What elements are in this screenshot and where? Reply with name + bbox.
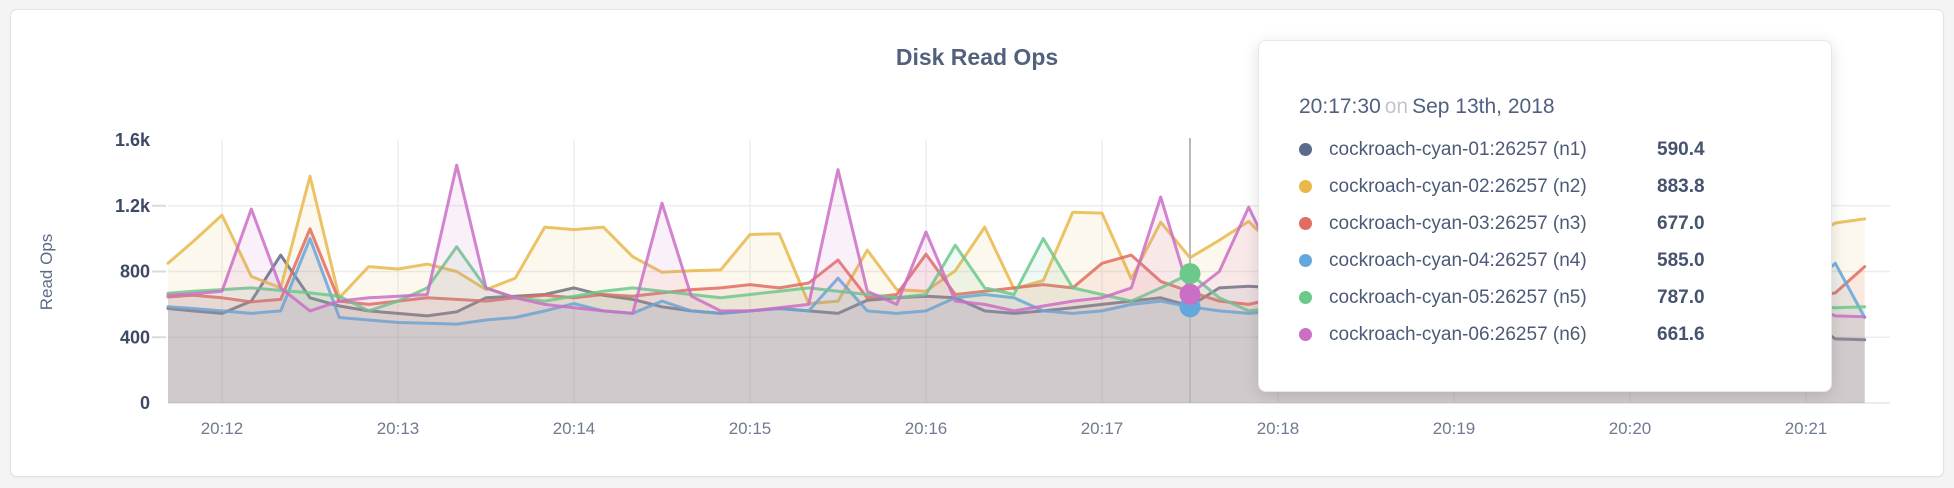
tooltip-row: cockroach-cyan-03:26257 (n3) 677.0 bbox=[1299, 205, 1801, 242]
series-color-dot-icon bbox=[1299, 328, 1312, 341]
series-name: cockroach-cyan-04:26257 (n4) bbox=[1329, 249, 1587, 271]
series-name: cockroach-cyan-01:26257 (n1) bbox=[1329, 138, 1587, 160]
series-value: 585.0 bbox=[1657, 249, 1705, 271]
series-color-dot-icon bbox=[1299, 217, 1312, 230]
tooltip-row: cockroach-cyan-05:26257 (n5) 787.0 bbox=[1299, 279, 1801, 316]
series-name: cockroach-cyan-02:26257 (n2) bbox=[1329, 175, 1587, 197]
tooltip-on-word: on bbox=[1384, 95, 1409, 118]
series-color-dot-icon bbox=[1299, 254, 1312, 267]
series-name: cockroach-cyan-06:26257 (n6) bbox=[1329, 323, 1587, 345]
tooltip-time: 20:17:30 bbox=[1299, 95, 1381, 118]
tooltip-row: cockroach-cyan-02:26257 (n2) 883.8 bbox=[1299, 168, 1801, 205]
tooltip-rows: cockroach-cyan-01:26257 (n1) 590.4 cockroa… bbox=[1299, 131, 1801, 353]
hover-tooltip: 20:17:30 on Sep 13th, 2018 cockroach-cyan-… bbox=[1258, 40, 1832, 392]
series-value: 787.0 bbox=[1657, 286, 1705, 308]
series-color-dot-icon bbox=[1299, 143, 1312, 156]
series-color-dot-icon bbox=[1299, 291, 1312, 304]
tooltip-row: cockroach-cyan-06:26257 (n6) 661.6 bbox=[1299, 316, 1801, 353]
series-value: 661.6 bbox=[1657, 323, 1705, 345]
tooltip-header: 20:17:30 on Sep 13th, 2018 bbox=[1299, 93, 1801, 121]
tooltip-row: cockroach-cyan-01:26257 (n1) 590.4 bbox=[1299, 131, 1801, 168]
series-value: 590.4 bbox=[1657, 138, 1705, 160]
series-name: cockroach-cyan-03:26257 (n3) bbox=[1329, 212, 1587, 234]
series-value: 677.0 bbox=[1657, 212, 1705, 234]
series-value: 883.8 bbox=[1657, 175, 1705, 197]
series-name: cockroach-cyan-05:26257 (n5) bbox=[1329, 286, 1587, 308]
series-color-dot-icon bbox=[1299, 180, 1312, 193]
chart-title: Disk Read Ops bbox=[895, 44, 1059, 70]
tooltip-row: cockroach-cyan-04:26257 (n4) 585.0 bbox=[1299, 242, 1801, 279]
tooltip-date: Sep 13th, 2018 bbox=[1412, 95, 1555, 118]
